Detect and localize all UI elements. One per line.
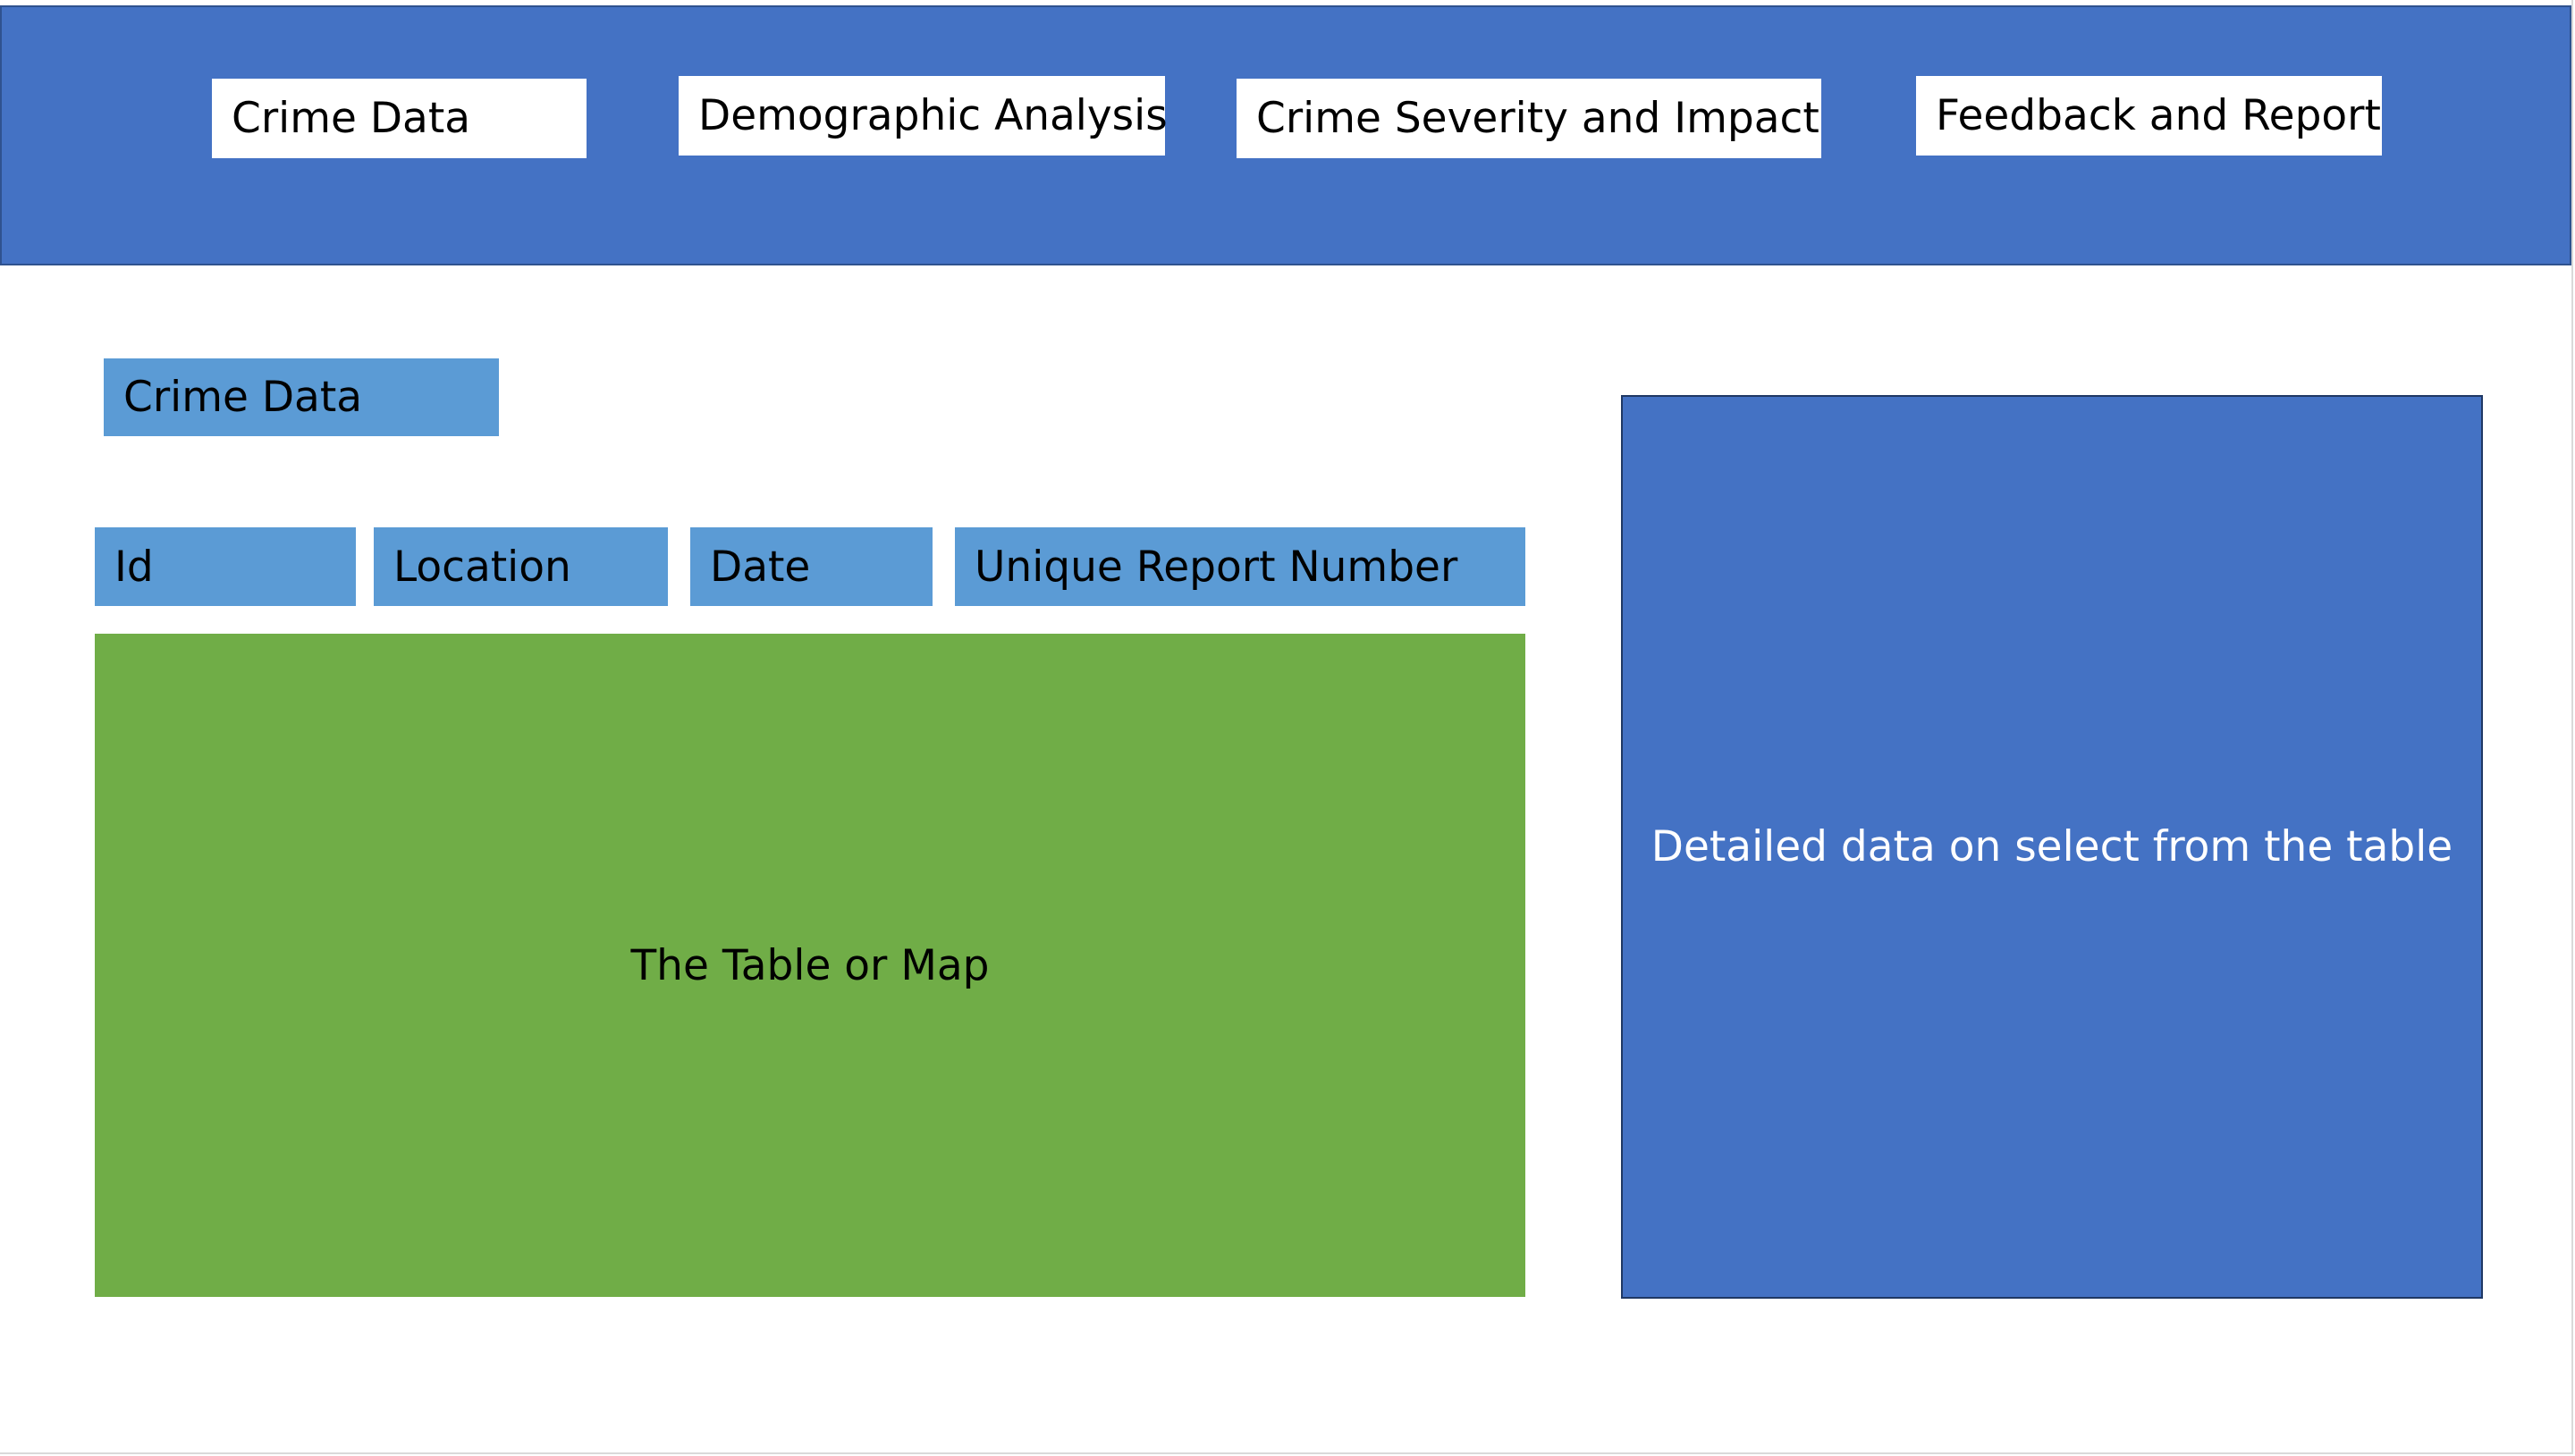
column-header-id[interactable]: Id (95, 527, 356, 606)
detail-placeholder-text: Detailed data on select from the table (1651, 822, 2453, 871)
column-header-unique-report-number[interactable]: Unique Report Number (955, 527, 1525, 606)
top-navigation-bar: Crime Data Demographic Analysis Crime Se… (0, 5, 2571, 265)
nav-feedback-report-button[interactable]: Feedback and Report (1916, 76, 2382, 156)
nav-demographic-analysis-button[interactable]: Demographic Analysis (679, 76, 1168, 156)
nav-crime-data-button[interactable]: Crime Data (212, 79, 587, 158)
section-title: Crime Data (104, 358, 499, 436)
nav-crime-severity-impact-button[interactable]: Crime Severity and Impact (1237, 79, 1821, 158)
column-header-date[interactable]: Date (690, 527, 933, 606)
table-placeholder-text: The Table or Map (630, 940, 990, 990)
table-or-map-area[interactable]: The Table or Map (95, 634, 1525, 1297)
column-header-location[interactable]: Location (374, 527, 668, 606)
detail-panel: Detailed data on select from the table (1621, 395, 2483, 1299)
